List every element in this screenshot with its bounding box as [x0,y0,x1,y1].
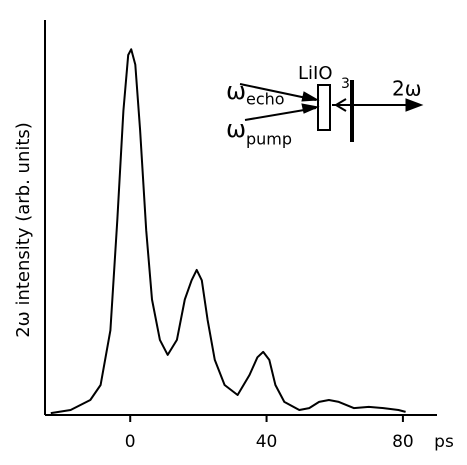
inset-label: echo [246,90,285,109]
crystal-box [317,84,331,131]
x-tick-label: 40 [256,432,278,452]
arrow-head [301,91,320,102]
arrow-head [405,98,424,112]
inset-label: ω [226,115,246,143]
inset-label: ω [226,77,246,105]
inset-label: LiIO [298,63,333,84]
arrow-head [301,103,320,114]
arrow-head [334,98,347,112]
y-axis-label: 2ω intensity (arb. units) [13,122,34,338]
x-tick-label: 80 [392,432,414,452]
data-line [50,48,406,415]
x-unit-label: ps [434,432,454,452]
inset [239,80,424,142]
inset-label: pump [246,130,292,149]
inset-label: 3 [341,76,350,92]
x-tick-label: 0 [125,432,136,452]
inset-label: 2ω [392,77,421,101]
